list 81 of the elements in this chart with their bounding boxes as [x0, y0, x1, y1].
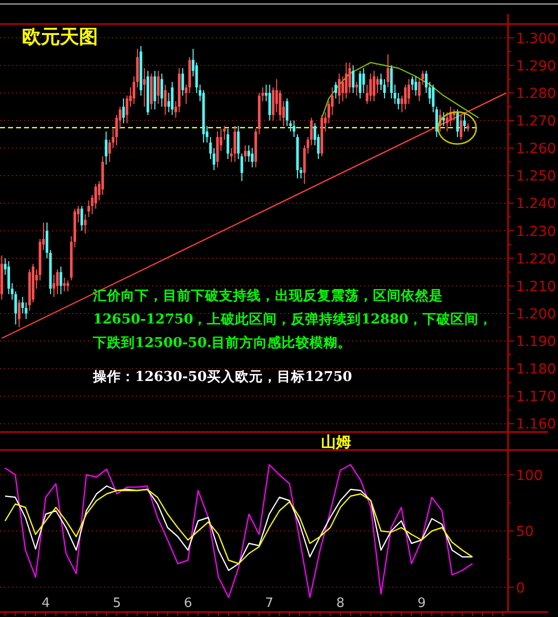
candlestick	[226, 128, 230, 160]
annotation: 汇价向下，目前下破支持线，出现反复震荡，区间依然是	[92, 287, 443, 304]
candlestick	[268, 84, 271, 121]
candlestick	[80, 205, 84, 232]
candlestick	[352, 64, 354, 94]
candlestick	[63, 277, 66, 292]
candlestick	[250, 148, 254, 168]
x-tick-label: 8	[336, 596, 344, 611]
y-tick-label: 1.230	[516, 224, 556, 240]
candlestick	[52, 274, 56, 298]
y-tick-label: 1.250	[516, 168, 556, 185]
candlestick	[14, 290, 17, 325]
candlestick	[341, 76, 344, 102]
candlestick	[244, 144, 247, 162]
x-tick-label: 4	[42, 596, 50, 611]
y-tick-label: 50	[516, 524, 534, 540]
y-tick-label: 1.220	[516, 251, 556, 268]
candlestick	[56, 268, 59, 295]
y-tick-label: 1.280	[516, 86, 556, 102]
candlestick	[358, 70, 362, 99]
candlestick	[247, 144, 250, 162]
y-tick-label: 1.300	[516, 30, 556, 47]
candlestick	[181, 68, 184, 96]
candlestick	[286, 98, 288, 126]
x-tick-label: 5	[112, 596, 121, 611]
annotation: 下跌到12500-50.目前方向感比较模糊。	[92, 334, 352, 351]
candlestick	[338, 73, 341, 104]
candlestick	[160, 73, 164, 108]
y-tick-label: 100	[516, 468, 543, 484]
annotation: 操作：12630-50买入欧元，目标12750	[92, 369, 352, 385]
line-series	[4, 464, 474, 598]
candlestick	[157, 70, 160, 104]
candlestick	[94, 183, 97, 210]
candlestick	[84, 214, 87, 234]
candlestick	[386, 54, 390, 88]
x-tick-label: 7	[265, 596, 274, 611]
candlestick	[355, 81, 358, 96]
candlestick	[418, 78, 421, 102]
candlestick	[170, 81, 174, 116]
y-tick-label: 1.290	[516, 58, 556, 74]
y-tick-label: 1.270	[516, 113, 556, 130]
x-tick-label: 9	[418, 596, 426, 611]
candlestick	[24, 302, 28, 320]
candlestick	[362, 68, 365, 94]
y-tick-label: 1.200	[516, 306, 556, 322]
candlestick	[421, 70, 424, 86]
candlestick	[104, 131, 108, 166]
y-tick-label: 1.170	[516, 389, 556, 406]
candlestick	[344, 62, 348, 99]
candlestick	[143, 68, 146, 108]
candlestick	[414, 76, 418, 96]
candlestick	[432, 84, 434, 113]
candlestick	[463, 112, 466, 132]
y-tick-label: 1.260	[516, 141, 556, 158]
y-tick-label: 1.160	[516, 416, 556, 433]
candlestick	[456, 108, 459, 138]
y-tick-label: 1.190	[516, 334, 556, 350]
y-tick-label: 1.180	[516, 362, 556, 378]
candlestick	[460, 114, 462, 140]
x-tick-label: 6	[184, 596, 192, 611]
y-tick-label: 1.240	[516, 196, 556, 212]
candlestick	[372, 70, 376, 102]
candlestick	[334, 81, 338, 99]
annotation: 12650-12750，上破此区间，反弹持续到12880，下破区间，	[93, 310, 493, 328]
y-tick-label: 1.210	[516, 278, 556, 295]
candlestick	[369, 73, 372, 102]
candlestick	[122, 98, 125, 124]
candlestick	[411, 76, 414, 91]
candlestick	[404, 84, 407, 110]
candlestick	[292, 120, 296, 138]
candlestick	[164, 84, 167, 116]
candlestick	[60, 266, 62, 295]
candlestick	[435, 106, 438, 138]
chart-title: 山姆	[321, 433, 351, 451]
y-tick-label: 0	[516, 580, 525, 596]
candlestick	[18, 299, 20, 328]
candlestick	[66, 280, 70, 292]
candlestick	[234, 126, 236, 162]
chart-title: 欧元天图	[22, 26, 98, 48]
candlestick	[376, 76, 379, 94]
candlestick	[348, 62, 351, 94]
